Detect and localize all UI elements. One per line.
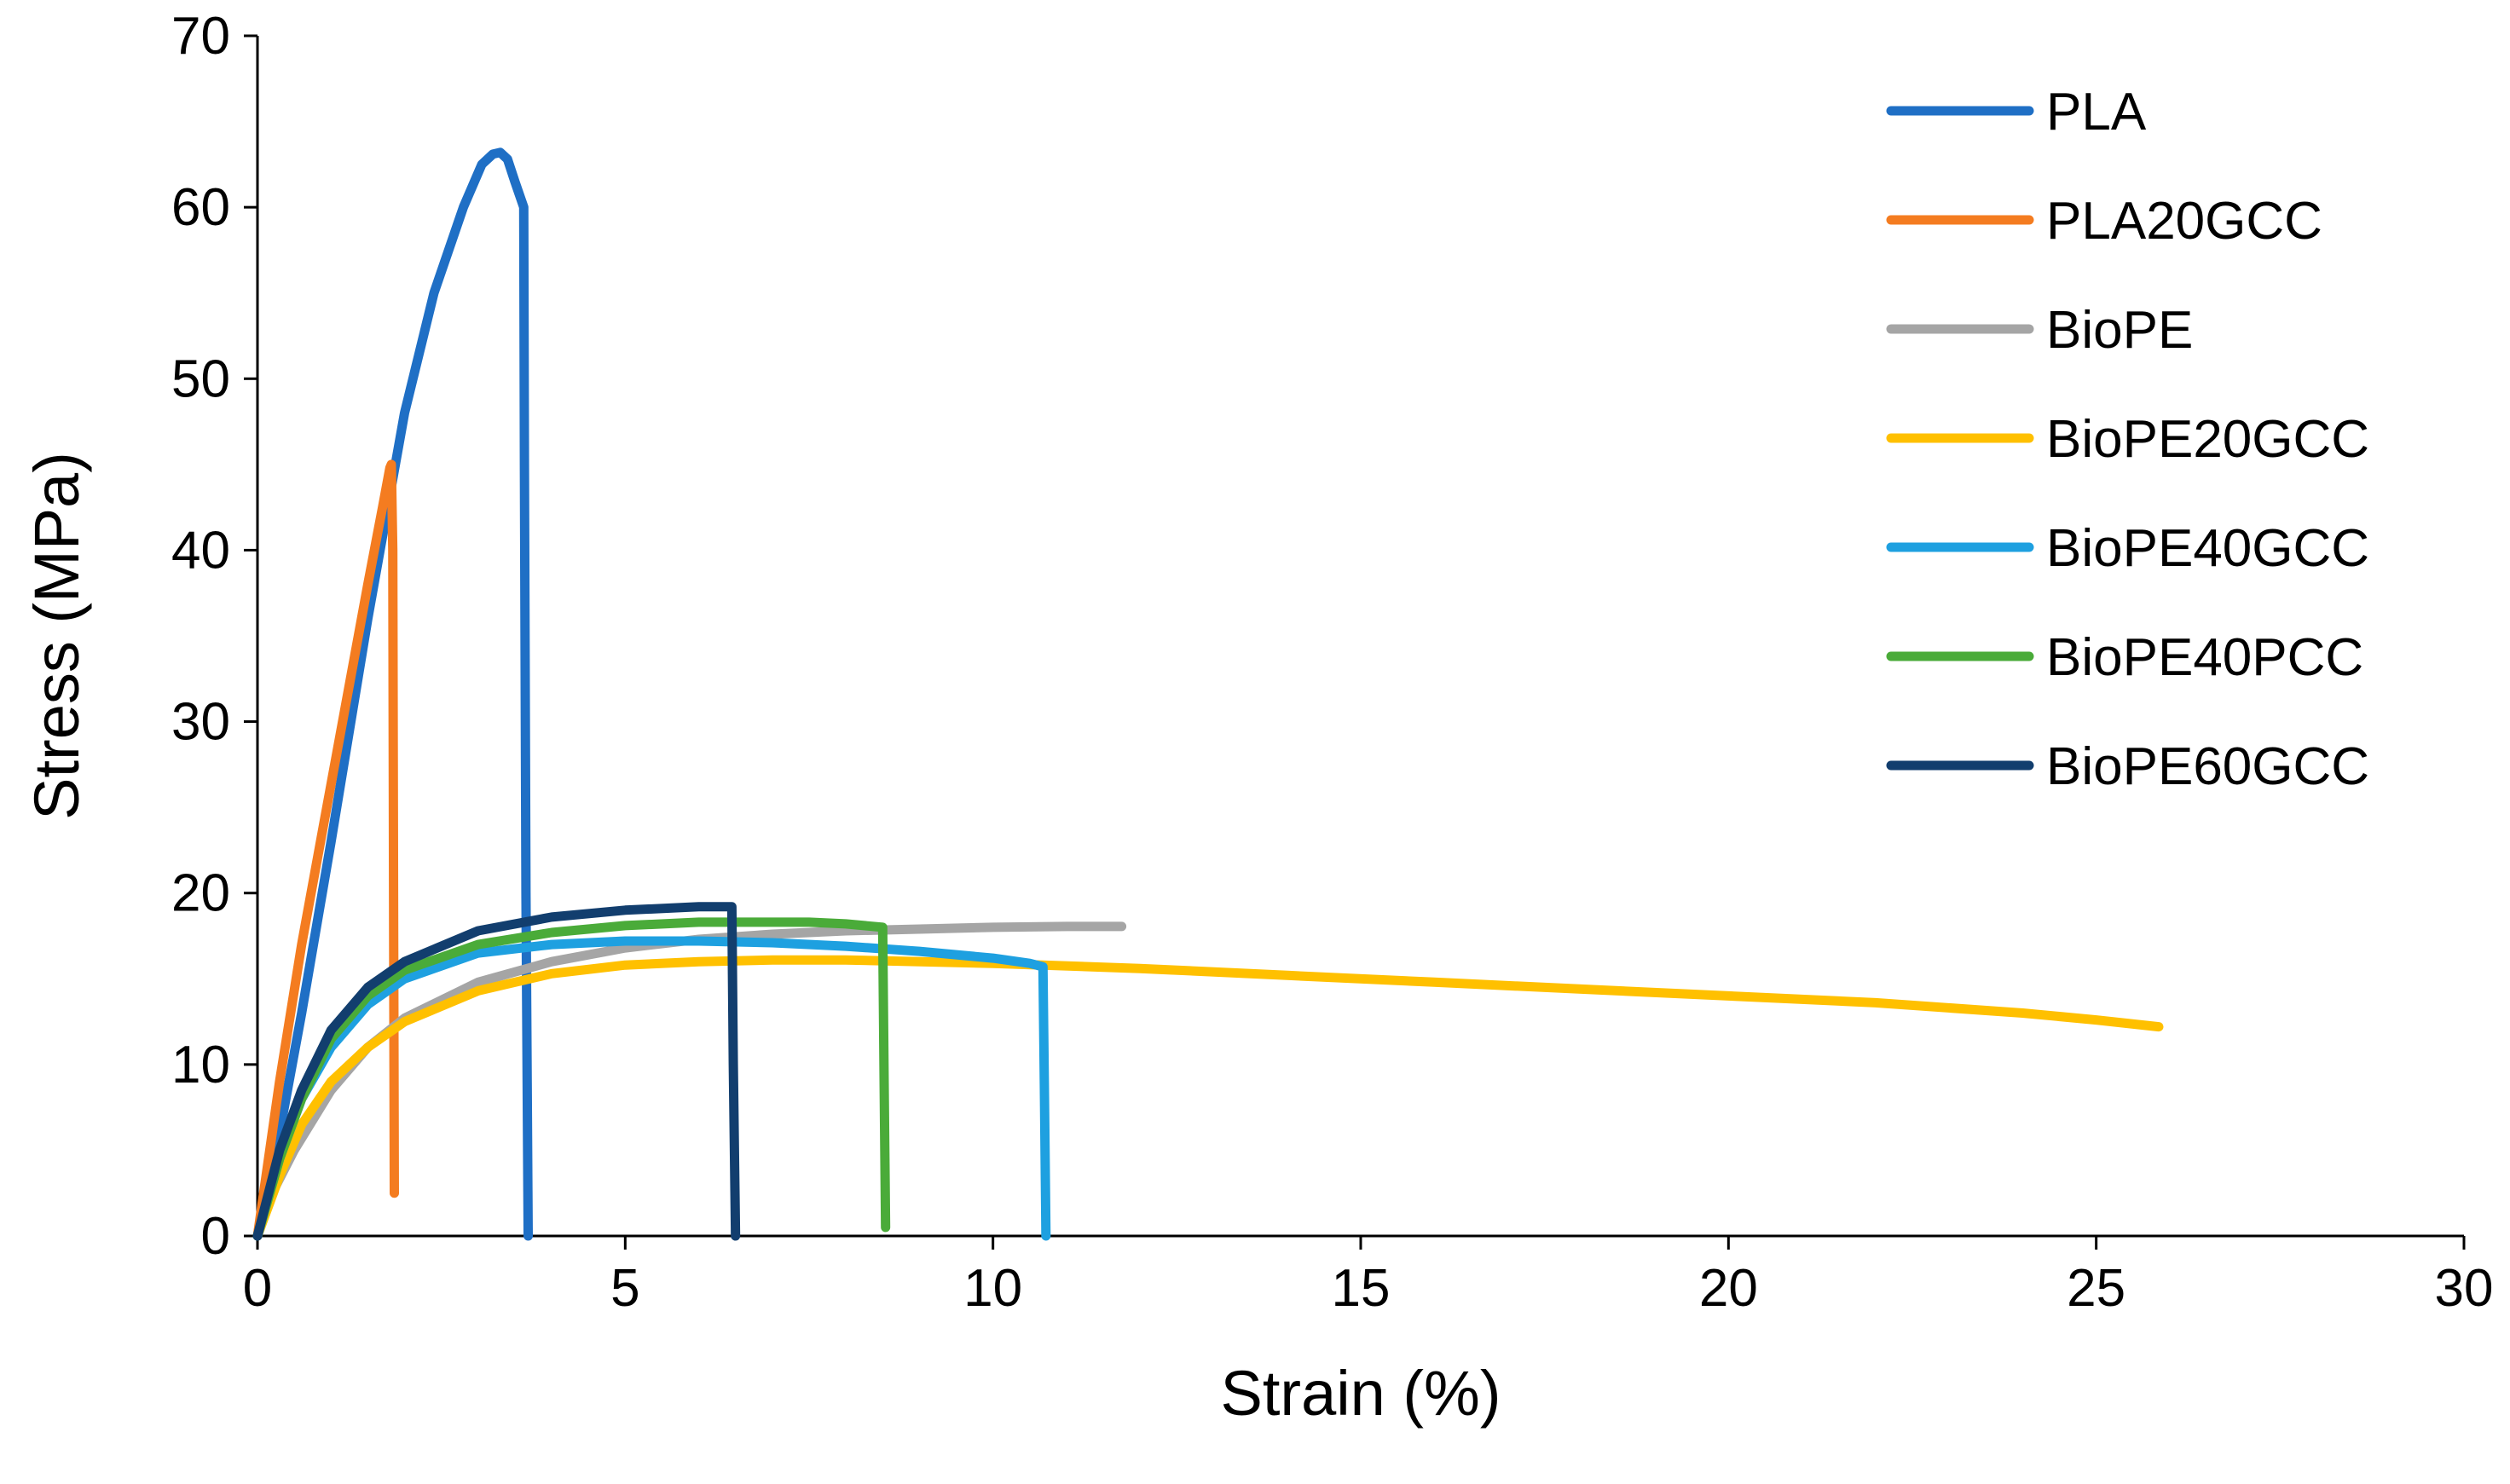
- y-axis-ticks: 0 10 20 30 40 50 60 70: [171, 7, 257, 1266]
- series-line-pla: [252, 147, 533, 1241]
- x-tick-label: 5: [610, 1259, 639, 1318]
- x-tick-label: 10: [963, 1259, 1022, 1318]
- legend-label-biope60gcc: BioPE60GCC: [2046, 737, 2369, 796]
- y-tick-label: 20: [171, 864, 230, 923]
- x-tick-label: 25: [2067, 1259, 2125, 1318]
- y-tick-label: 10: [171, 1036, 230, 1094]
- legend-label-pla20gcc: PLA20GCC: [2046, 192, 2322, 251]
- y-tick-label: 30: [171, 693, 230, 752]
- x-axis-title: Strain (%): [1221, 1358, 1501, 1429]
- y-tick-label: 50: [171, 349, 230, 408]
- y-tick-label: 40: [171, 521, 230, 580]
- series-line-biope20gcc: [252, 955, 2164, 1241]
- y-axis-title: Stress (MPa): [21, 452, 92, 820]
- x-tick-label: 30: [2435, 1259, 2494, 1318]
- series-line-biope60gcc: [252, 902, 741, 1241]
- y-tick-label: 60: [171, 178, 230, 237]
- legend: PLA PLA20GCC BioPE BioPE20GCC BioPE40GCC BioP…: [1886, 83, 2369, 796]
- y-tick-label: 70: [171, 7, 230, 66]
- legend-label-biope: BioPE: [2046, 301, 2193, 360]
- legend-label-biope40gcc: BioPE40GCC: [2046, 519, 2369, 578]
- legend-label-pla: PLA: [2046, 83, 2147, 141]
- x-tick-label: 15: [1332, 1259, 1391, 1318]
- x-tick-label: 20: [1699, 1259, 1758, 1318]
- x-tick-label: 0: [243, 1259, 272, 1318]
- series-lines: [252, 147, 2164, 1241]
- legend-label-biope20gcc: BioPE20GCC: [2046, 410, 2369, 469]
- y-tick-label: 0: [201, 1207, 230, 1266]
- series-line-biope: [252, 921, 1127, 1241]
- series-line-pla20gcc: [252, 459, 399, 1241]
- legend-label-biope40pcc: BioPE40PCC: [2046, 628, 2363, 687]
- x-axis-ticks: 0 5 10 15 20 25 30: [243, 1236, 2494, 1318]
